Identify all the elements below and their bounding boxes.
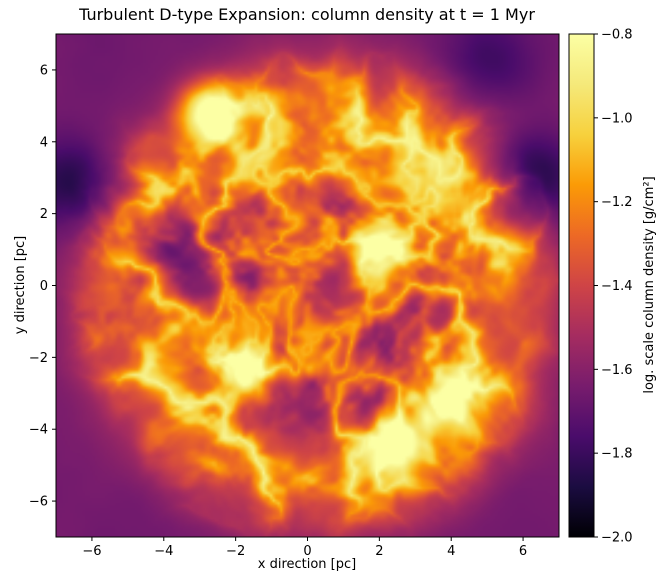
x-tick-label: −6: [82, 544, 101, 559]
y-axis-ticks: −6 −4 −2 0 2 4 6: [29, 63, 56, 510]
colorbar-tick-label: −1.2: [601, 195, 633, 210]
colorbar-label: log. scale column density [g/cm²]: [642, 176, 657, 393]
y-axis-label: y direction [pc]: [13, 236, 28, 334]
y-tick-label: −2: [29, 351, 48, 366]
column-density-heatmap: [56, 34, 559, 537]
x-tick-label: 2: [375, 544, 383, 559]
y-tick-label: 4: [40, 135, 48, 150]
colorbar-tick-label: −1.8: [601, 447, 633, 462]
x-axis-label: x direction [pc]: [258, 557, 356, 572]
y-tick-label: 2: [40, 207, 48, 222]
x-axis-ticks: −6 −4 −2 0 2 4 6: [82, 537, 527, 559]
y-tick-label: −4: [29, 423, 48, 438]
x-tick-label: −2: [226, 544, 245, 559]
x-tick-label: 0: [303, 544, 311, 559]
chart-title: Turbulent D-type Expansion: column densi…: [78, 5, 535, 24]
colorbar-tick-label: −2.0: [601, 531, 633, 546]
y-tick-label: 0: [40, 279, 48, 294]
colorbar-tick-label: −0.8: [601, 28, 633, 43]
colorbar-tick-label: −1.0: [601, 111, 633, 126]
colorbar: [568, 33, 595, 538]
x-tick-label: 4: [447, 544, 455, 559]
colorbar-tick-label: −1.4: [601, 279, 633, 294]
y-tick-label: −6: [29, 495, 48, 510]
x-tick-label: 6: [519, 544, 527, 559]
colorbar-tick-label: −1.6: [601, 363, 633, 378]
colorbar-ticks: −2.0 −1.8 −1.6 −1.4 −1.2 −1.0 −0.8: [594, 28, 633, 546]
y-tick-label: 6: [40, 63, 48, 78]
x-tick-label: −4: [154, 544, 173, 559]
